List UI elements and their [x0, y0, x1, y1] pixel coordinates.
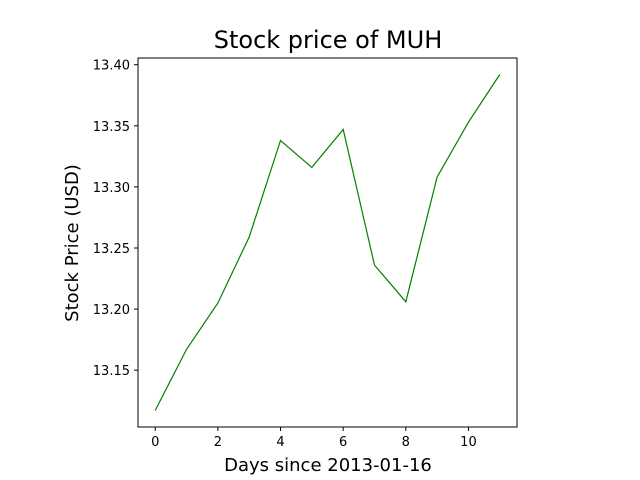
x-tick-label: 2 — [214, 435, 222, 450]
plot-area — [137, 57, 518, 428]
x-tick-label: 0 — [151, 435, 159, 450]
x-tick-label: 6 — [339, 435, 347, 450]
y-axis-label: Stock Price (USD) — [62, 164, 83, 322]
x-tick-label: 10 — [460, 435, 477, 450]
y-axis: 13.15 13.20 13.25 13.30 13.35 13.40 — [93, 59, 138, 379]
y-tick-label: 13.30 — [93, 181, 130, 196]
chart-title: Stock price of MUH — [214, 26, 443, 54]
y-tick-label: 13.15 — [93, 364, 130, 379]
y-tick-label: 13.20 — [93, 303, 130, 318]
x-axis: 0 2 4 6 8 10 — [151, 427, 477, 450]
x-tick-label: 8 — [402, 435, 410, 450]
x-axis-label: Days since 2013-01-16 — [224, 455, 432, 476]
y-tick-label: 13.25 — [93, 242, 130, 257]
y-tick-label: 13.40 — [93, 59, 130, 74]
x-tick-label: 4 — [276, 435, 284, 450]
y-tick-label: 13.35 — [93, 120, 130, 135]
series-line — [154, 74, 501, 411]
